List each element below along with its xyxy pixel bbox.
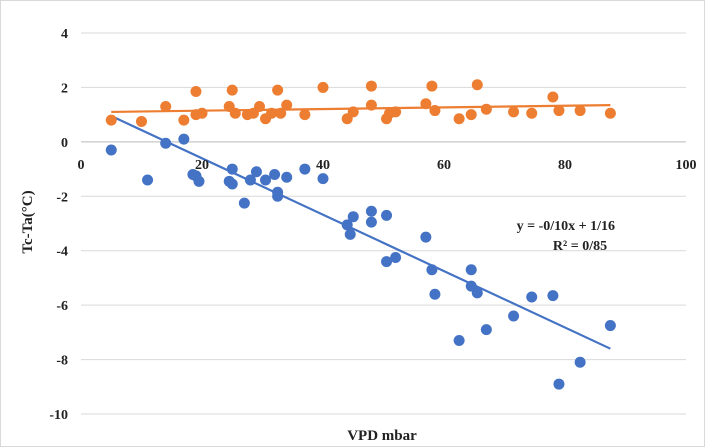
data-point — [390, 106, 402, 118]
data-point — [420, 231, 432, 243]
data-point — [547, 290, 559, 302]
y-tick-label: -4 — [56, 245, 68, 260]
data-point — [381, 256, 393, 268]
data-point — [105, 144, 117, 156]
data-point — [471, 287, 483, 299]
data-point — [160, 137, 172, 149]
data-point — [196, 107, 208, 119]
data-point — [420, 98, 432, 110]
data-point — [281, 171, 293, 183]
data-point — [272, 84, 284, 96]
y-tick-label: -8 — [56, 354, 68, 369]
data-point — [465, 264, 477, 276]
trendline-r-squared: R² = 0/85 — [553, 239, 607, 254]
data-point — [574, 356, 586, 368]
data-point — [226, 178, 238, 190]
tick-labels: 420-2-4-6-8-100 20 40 60 80 100 — [49, 27, 696, 423]
data-point — [604, 107, 616, 119]
y-axis-title: Tc-Ta(°C) — [20, 190, 36, 253]
data-point — [365, 99, 377, 111]
x-tick-label: 40 — [316, 158, 330, 173]
data-point — [269, 169, 281, 181]
data-point — [317, 173, 329, 185]
data-point — [260, 174, 272, 186]
data-point — [272, 190, 284, 202]
data-point — [471, 79, 483, 91]
data-point — [347, 211, 359, 223]
data-point — [229, 107, 241, 119]
x-tick-label: 60 — [437, 158, 451, 173]
data-points — [105, 79, 616, 390]
data-point — [526, 291, 538, 303]
data-point — [426, 80, 438, 92]
data-point — [365, 80, 377, 92]
data-point — [299, 163, 311, 175]
data-point — [178, 133, 190, 145]
data-point — [226, 84, 238, 96]
data-point — [190, 86, 202, 98]
data-point — [136, 115, 147, 127]
y-tick-label: 2 — [61, 81, 68, 96]
data-point — [253, 100, 265, 112]
data-point — [553, 378, 565, 390]
data-point — [365, 205, 377, 217]
data-point — [465, 109, 477, 121]
data-point — [381, 209, 393, 221]
data-point — [604, 320, 616, 332]
trendline-equation: y = -0/10x + 1/16 — [517, 219, 615, 234]
data-point — [526, 107, 538, 119]
data-point — [390, 252, 402, 264]
x-tick-label: 100 — [676, 158, 697, 173]
x-axis-title: VPD mbar — [347, 428, 417, 444]
y-tick-label: -10 — [49, 408, 68, 423]
data-point — [193, 175, 205, 187]
data-point — [574, 105, 586, 117]
gridlines — [81, 32, 686, 415]
data-point — [426, 264, 438, 276]
data-point — [347, 106, 359, 118]
data-point — [226, 163, 238, 175]
data-point — [299, 109, 311, 121]
data-point — [480, 103, 492, 115]
data-point — [105, 114, 117, 126]
data-point — [341, 219, 353, 231]
data-point — [453, 113, 465, 125]
y-tick-label: 4 — [61, 27, 68, 42]
data-point — [453, 335, 465, 347]
data-point — [547, 91, 559, 103]
data-point — [266, 107, 278, 119]
data-point — [281, 99, 293, 111]
data-point — [160, 100, 172, 112]
data-point — [275, 107, 287, 119]
data-point — [142, 174, 154, 186]
data-point — [553, 105, 565, 117]
data-point — [178, 114, 190, 126]
data-point — [238, 197, 250, 209]
x-tick-label: 80 — [558, 158, 572, 173]
y-tick-label: -6 — [56, 299, 68, 314]
data-point — [429, 105, 441, 117]
data-point — [317, 81, 329, 93]
data-point — [250, 166, 262, 178]
data-point — [344, 228, 356, 240]
data-point — [244, 174, 256, 186]
y-tick-label: -2 — [56, 190, 68, 205]
x-tick-label: 20 — [195, 158, 209, 173]
data-point — [508, 310, 520, 322]
y-tick-label: 0 — [61, 136, 68, 151]
data-point — [480, 324, 492, 336]
trendline — [110, 115, 611, 350]
data-point — [508, 106, 520, 118]
data-point — [365, 216, 377, 228]
data-point — [429, 288, 441, 300]
x-tick-label: 0 — [78, 158, 85, 173]
